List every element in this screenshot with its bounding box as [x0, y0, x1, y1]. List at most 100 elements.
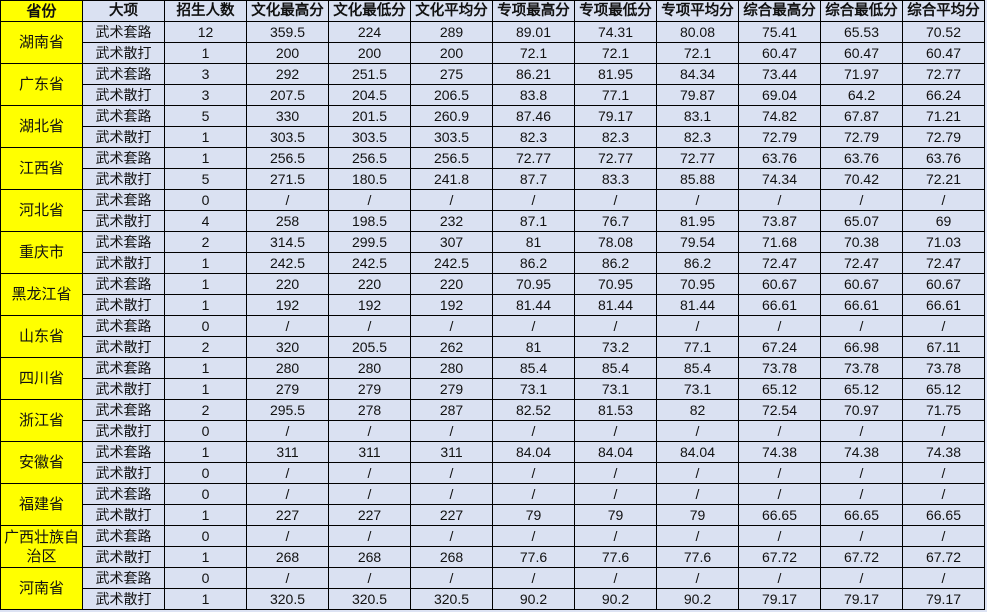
- score-cell: 307: [410, 231, 493, 253]
- score-cell: /: [410, 189, 493, 211]
- score-cell: 66.98: [820, 336, 903, 358]
- score-cell: 81: [492, 336, 575, 358]
- enrollment-count-cell: 0: [164, 525, 247, 547]
- score-cell: 200: [328, 42, 411, 64]
- enrollment-count-cell: 2: [164, 231, 247, 253]
- score-cell: /: [246, 189, 329, 211]
- score-cell: /: [492, 525, 575, 547]
- score-cell: 205.5: [328, 336, 411, 358]
- table-row: 武术散打 1 279 279 279 73.1 73.1 73.1 65.12 65.12 65.1…: [1, 378, 985, 400]
- score-cell: 72.79: [902, 126, 985, 148]
- score-cell: 83.1: [656, 105, 739, 127]
- score-cell: 72.47: [820, 252, 903, 274]
- score-cell: 295.5: [246, 399, 329, 421]
- score-cell: 79.87: [656, 84, 739, 106]
- category-cell: 武术散打: [82, 588, 165, 610]
- score-cell: 73.1: [574, 378, 657, 400]
- score-cell: 73.1: [492, 378, 575, 400]
- score-cell: 81: [492, 231, 575, 253]
- enrollment-count-cell: 5: [164, 168, 247, 190]
- score-cell: 73.78: [820, 357, 903, 379]
- score-cell: 66.65: [820, 504, 903, 526]
- score-cell: /: [410, 483, 493, 505]
- score-cell: 85.4: [492, 357, 575, 379]
- score-cell: /: [738, 525, 821, 547]
- enrollment-count-cell: 0: [164, 483, 247, 505]
- score-cell: 81.95: [656, 210, 739, 232]
- score-cell: 320: [246, 336, 329, 358]
- table-row: 山东省 武术套路 0// / / / / / / /: [0, 315, 985, 358]
- score-cell: 268: [328, 546, 411, 568]
- score-cell: /: [574, 567, 657, 589]
- score-cell: 220: [410, 273, 493, 295]
- score-cell: 85.88: [656, 168, 739, 190]
- enrollment-count-cell: 1: [164, 147, 247, 169]
- column-header: 专项最高分: [492, 0, 575, 22]
- column-header: 文化平均分: [410, 0, 493, 22]
- score-cell: 192: [246, 294, 329, 316]
- category-cell: 武术散打: [82, 378, 165, 400]
- score-cell: /: [328, 567, 411, 589]
- province-cell: 广东省: [0, 63, 83, 106]
- score-cell: 258: [246, 210, 329, 232]
- score-cell: 275: [410, 63, 493, 85]
- table-row: 江西省 武术套路 1 256.5 256.5 256.5 72.77 72.77 72.77 63…: [0, 147, 985, 190]
- score-cell: 63.76: [820, 147, 903, 169]
- score-cell: 72.77: [574, 147, 657, 169]
- score-cell: 330: [246, 105, 329, 127]
- score-cell: 70.95: [656, 273, 739, 295]
- score-cell: 74.38: [820, 441, 903, 463]
- category-cell: 武术套路: [82, 567, 165, 589]
- score-cell: /: [574, 420, 657, 442]
- table-row: 浙江省 武术套路 2 295.5 278 287 82.52 81.53 82 72.54 70.9…: [0, 399, 985, 442]
- score-cell: 72.77: [902, 63, 985, 85]
- score-cell: 192: [328, 294, 411, 316]
- score-cell: 79.17: [574, 105, 657, 127]
- score-cell: 74.38: [738, 441, 821, 463]
- score-cell: /: [656, 462, 739, 484]
- column-header: 综合最低分: [820, 0, 903, 22]
- score-cell: 76.7: [574, 210, 657, 232]
- score-cell: 207.5: [246, 84, 329, 106]
- score-cell: 67.72: [902, 546, 985, 568]
- table-row: 黑龙江省 武术套路 1 220 220 220 70.95 70.95 70.95 60.67 60…: [0, 273, 985, 316]
- score-cell: 279: [328, 378, 411, 400]
- score-cell: /: [902, 483, 985, 505]
- category-cell: 武术套路: [82, 231, 165, 253]
- table-row: 河北省 武术套路 0// / / / / / / /: [0, 189, 985, 232]
- score-cell: 67.72: [820, 546, 903, 568]
- score-cell: 198.5: [328, 210, 411, 232]
- score-cell: /: [820, 462, 903, 484]
- table-row: 武术散打 0// / / / / / / /: [1, 420, 985, 442]
- score-cell: 60.47: [820, 42, 903, 64]
- score-cell: 289: [410, 21, 493, 43]
- enrollment-count-cell: 12: [164, 21, 247, 43]
- score-cell: 71.75: [902, 399, 985, 421]
- score-cell: /: [328, 483, 411, 505]
- score-cell: 79.17: [820, 588, 903, 610]
- score-cell: 72.77: [656, 147, 739, 169]
- table-row: 武术散打 1 192 192 192 81.44 81.44 81.44 66.61 66.61 6…: [1, 294, 985, 316]
- score-cell: 65.12: [820, 378, 903, 400]
- enrollment-count-cell: 2: [164, 336, 247, 358]
- score-cell: 86.2: [492, 252, 575, 274]
- score-cell: 256.5: [246, 147, 329, 169]
- score-cell: 200: [246, 42, 329, 64]
- score-cell: 86.2: [656, 252, 739, 274]
- score-cell: /: [574, 189, 657, 211]
- score-cell: 70.95: [574, 273, 657, 295]
- score-cell: 311: [410, 441, 493, 463]
- score-cell: 82.3: [574, 126, 657, 148]
- score-cell: /: [328, 462, 411, 484]
- score-cell: 85.4: [656, 357, 739, 379]
- score-cell: 90.2: [492, 588, 575, 610]
- score-cell: 64.2: [820, 84, 903, 106]
- score-cell: 77.6: [656, 546, 739, 568]
- category-cell: 武术套路: [82, 441, 165, 463]
- category-cell: 武术套路: [82, 21, 165, 43]
- province-cell: 重庆市: [0, 231, 83, 274]
- score-cell: 85.4: [574, 357, 657, 379]
- score-cell: 65.07: [820, 210, 903, 232]
- score-cell: /: [492, 567, 575, 589]
- table-row: 四川省 武术套路 1 280 280 280 85.4 85.4 85.4 73.78 73.78 7…: [0, 357, 985, 400]
